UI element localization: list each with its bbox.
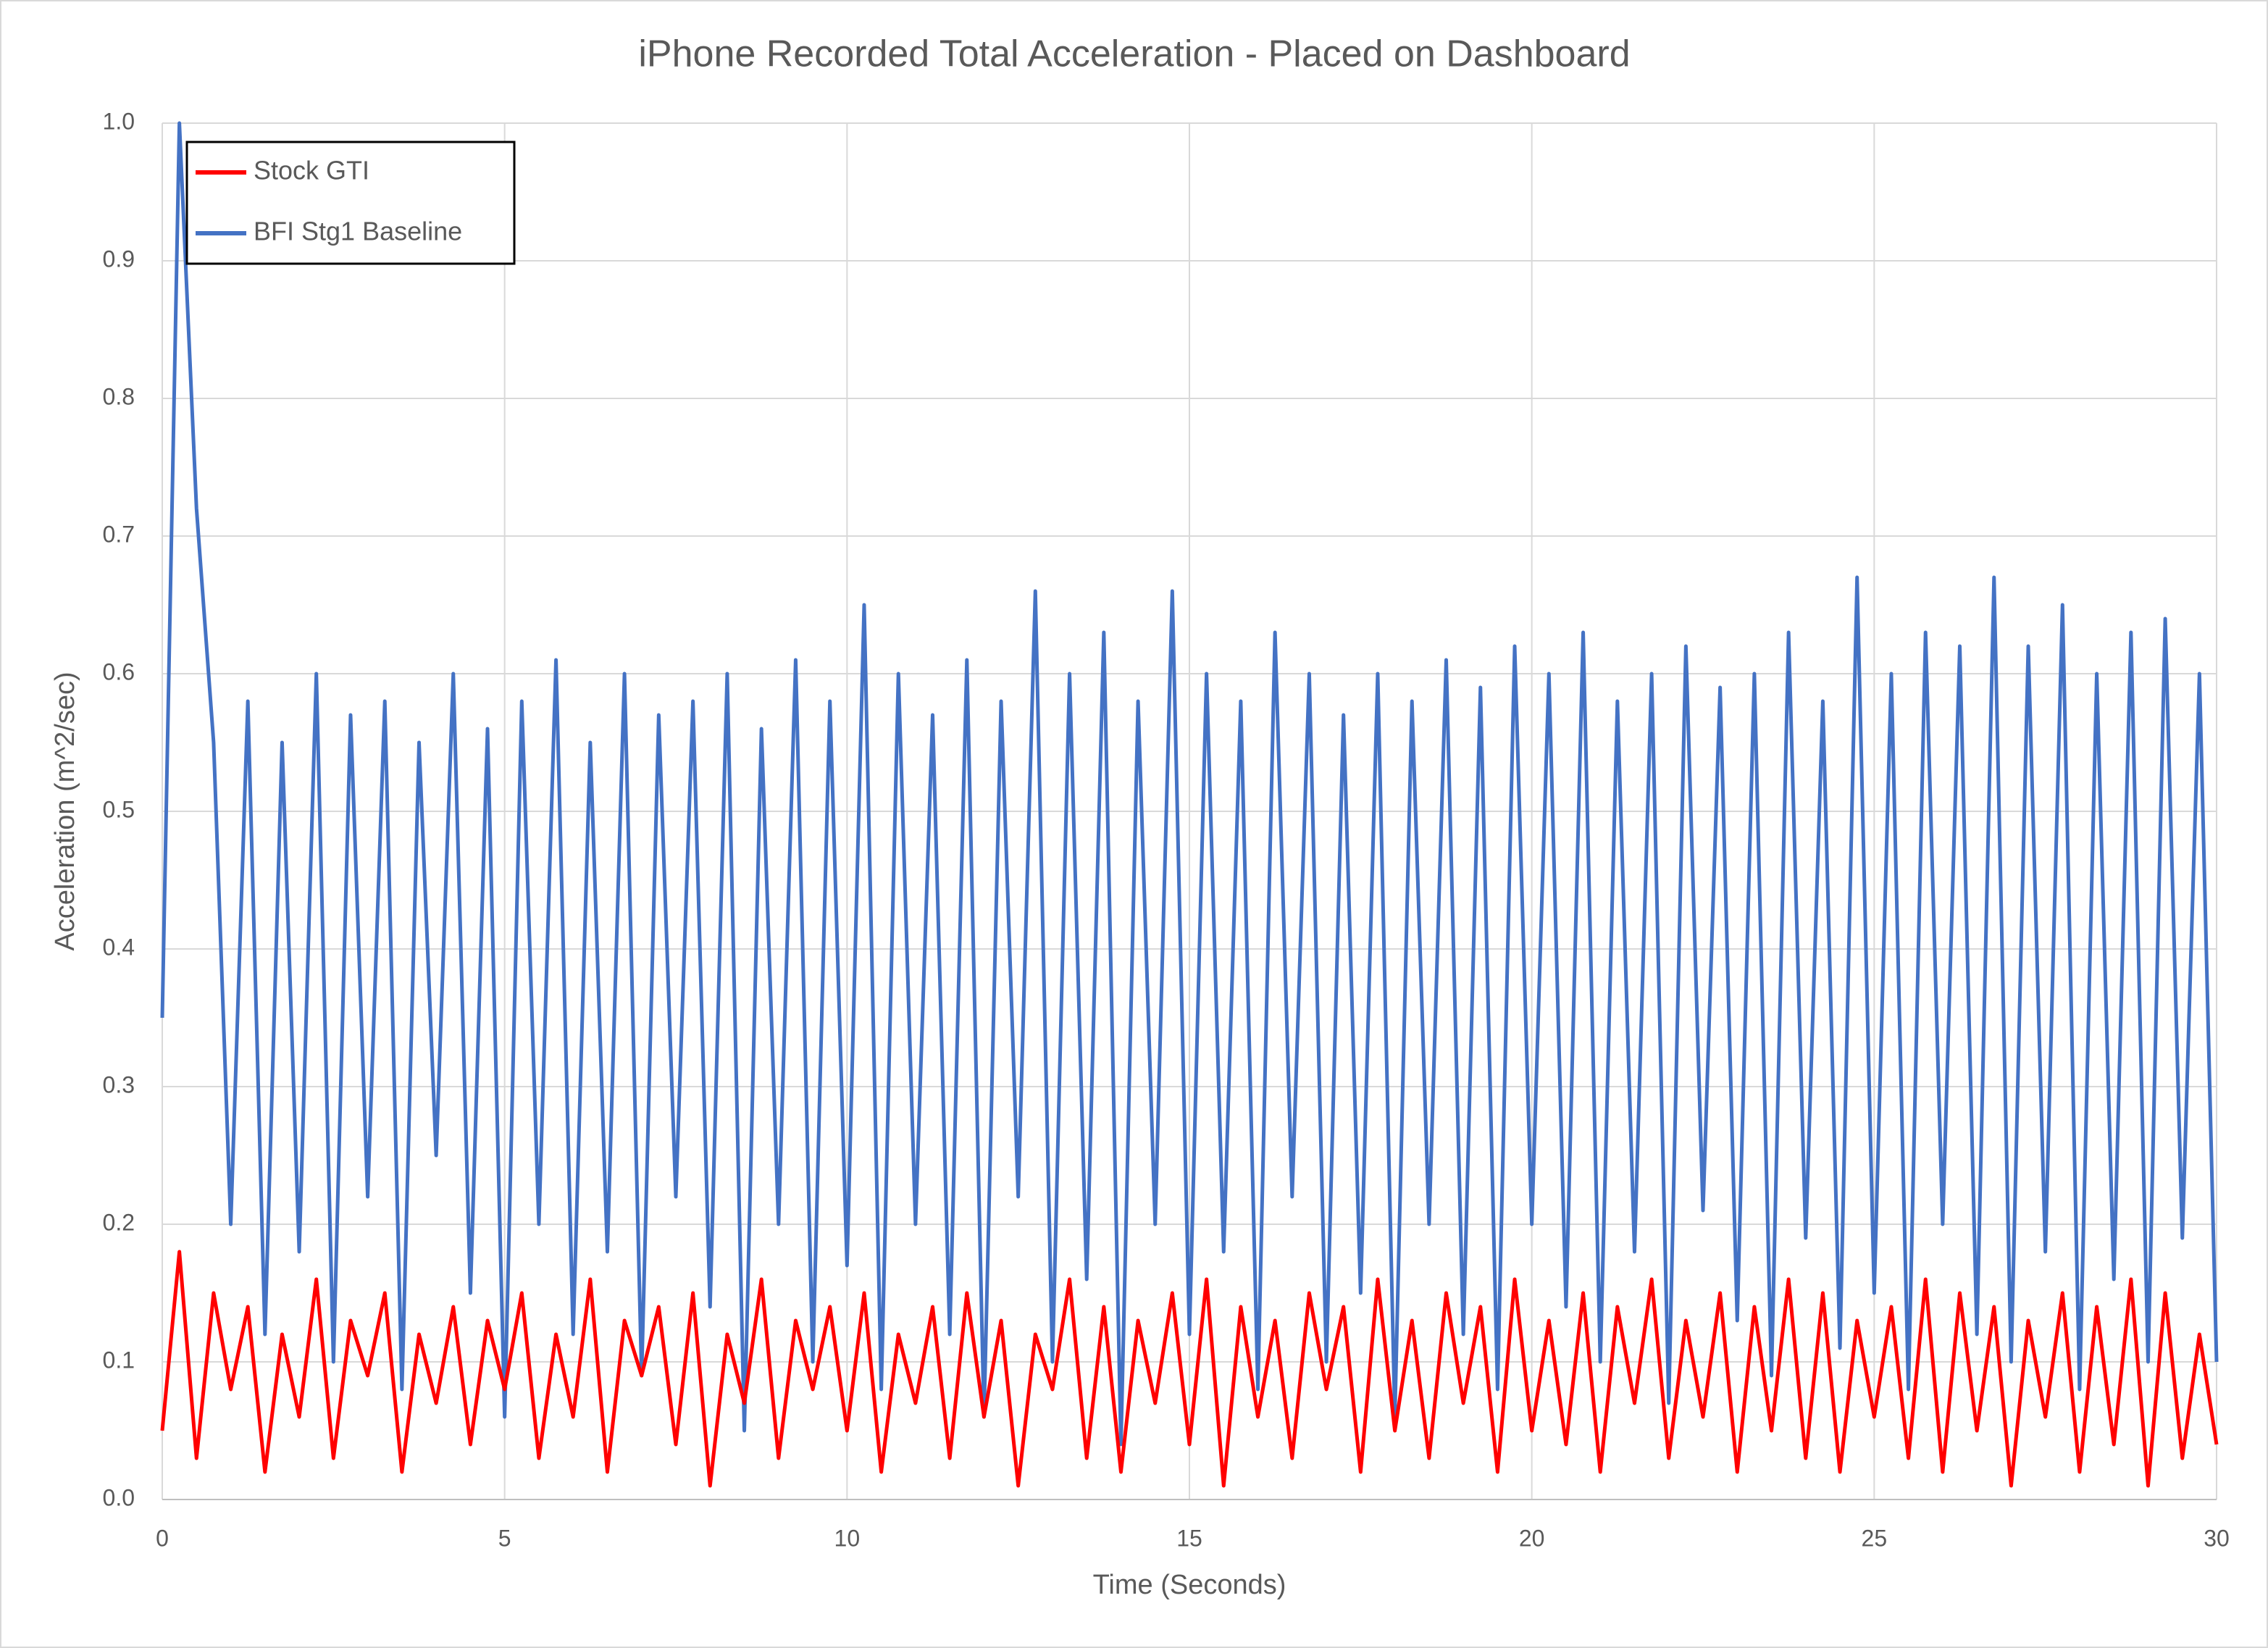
y-tick-label: 0.9 xyxy=(103,246,135,272)
x-tick-label: 0 xyxy=(156,1525,169,1551)
x-tick-label: 15 xyxy=(1176,1525,1202,1551)
y-tick-label: 0.2 xyxy=(103,1209,135,1235)
legend-box xyxy=(185,141,516,265)
data-line xyxy=(160,1250,2219,1488)
data-line xyxy=(160,121,2219,1447)
y-tick-label: 0.1 xyxy=(103,1347,135,1373)
x-tick-label: 5 xyxy=(498,1525,511,1551)
y-tick-label: 1.0 xyxy=(103,108,135,134)
y-tick-label: 0.7 xyxy=(103,521,135,547)
y-tick-label: 0.3 xyxy=(103,1071,135,1097)
y-tick-label: 0.4 xyxy=(103,934,135,960)
x-tick-label: 10 xyxy=(834,1525,861,1551)
x-axis-title: Time (Seconds) xyxy=(1093,1570,1286,1600)
y-tick-label: 0.0 xyxy=(103,1484,135,1510)
y-tick-label: 0.5 xyxy=(103,796,135,822)
chart-title: iPhone Recorded Total Acceleration - Pla… xyxy=(638,33,1630,75)
x-tick-label: 20 xyxy=(1519,1525,1545,1551)
legend-label: Stock GTI xyxy=(254,156,369,185)
x-tick-label: 25 xyxy=(1862,1525,1888,1551)
x-tick-label: 30 xyxy=(2204,1525,2230,1551)
legend-label: BFI Stg1 Baseline xyxy=(254,217,462,246)
y-axis-title: Acceleration (m^2/sec) xyxy=(50,672,80,950)
y-tick-label: 0.6 xyxy=(103,658,135,685)
y-tick-label: 0.8 xyxy=(103,383,135,409)
